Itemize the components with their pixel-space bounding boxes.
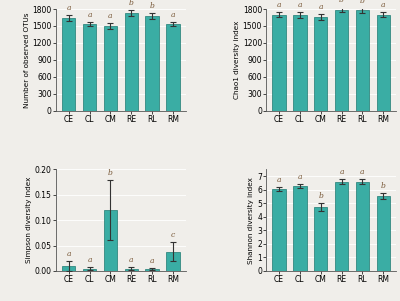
Bar [376,15,390,110]
Text: b: b [108,169,113,176]
Bar [166,252,180,271]
Y-axis label: Shannon diversity index: Shannon diversity index [248,177,254,264]
Y-axis label: Number of observed OTUs: Number of observed OTUs [24,12,30,107]
Text: a: a [339,168,344,176]
Bar [124,269,138,271]
Text: b: b [339,0,344,4]
Text: a: a [298,172,302,181]
Text: a: a [150,257,154,265]
Text: b: b [318,192,323,200]
Text: c: c [171,231,175,239]
Text: a: a [381,1,386,9]
Text: a: a [277,1,281,9]
Bar [272,15,286,110]
Y-axis label: Simpson diversity index: Simpson diversity index [26,177,32,263]
Bar [356,182,369,271]
Y-axis label: Chao1 diversity index: Chao1 diversity index [234,20,240,99]
Text: b: b [129,0,134,8]
Text: a: a [87,11,92,19]
Bar [83,24,96,110]
Bar [314,17,328,110]
Bar [83,269,96,271]
Bar [62,18,76,110]
Text: a: a [129,256,134,264]
Text: a: a [277,176,281,184]
Bar [335,182,348,271]
Bar [146,16,159,110]
Bar [335,10,348,110]
Bar [272,189,286,271]
Text: b: b [150,2,155,10]
Text: a: a [87,256,92,264]
Text: a: a [171,11,175,19]
Bar [376,197,390,271]
Text: a: a [108,12,113,20]
Text: a: a [360,168,365,176]
Bar [356,11,369,110]
Text: b: b [360,0,365,5]
Bar [104,210,117,271]
Text: a: a [298,1,302,9]
Text: a: a [66,250,71,258]
Bar [166,24,180,110]
Bar [146,269,159,271]
Bar [293,15,306,110]
Text: b: b [381,182,386,191]
Text: a: a [318,3,323,11]
Bar [104,26,117,110]
Text: a: a [66,4,71,12]
Bar [62,266,76,271]
Bar [293,186,306,271]
Bar [124,13,138,110]
Bar [314,207,328,271]
